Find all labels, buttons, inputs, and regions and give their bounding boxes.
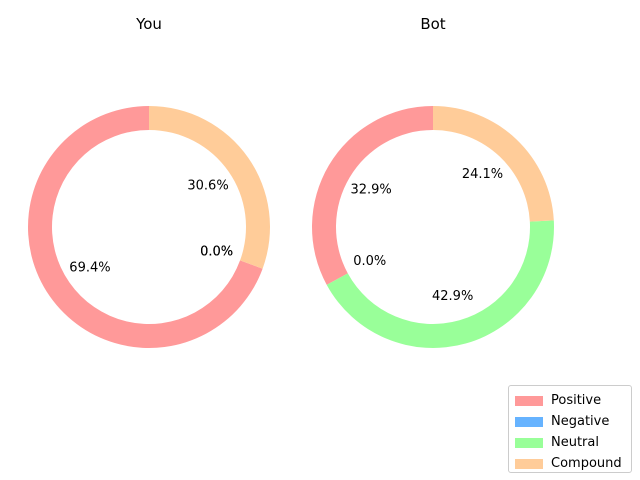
legend-swatch-positive: [515, 395, 543, 406]
wedge-compound: [149, 106, 270, 269]
legend-swatch-neutral: [515, 437, 543, 448]
data-label-negative: 0.0%: [353, 254, 386, 269]
data-label-negative: 0.0%: [200, 244, 233, 259]
donut-chart-bot: Bot 32.9% 0.0% 42.9% 24.1%: [312, 15, 555, 348]
data-label-positive: 32.9%: [350, 183, 391, 198]
data-label-compound: 24.1%: [462, 167, 503, 182]
chart-legend: Positive Negative Neutral Compound: [508, 385, 632, 473]
data-label-neutral: 42.9%: [432, 289, 473, 304]
wedge-neutral: [326, 220, 555, 348]
data-label-positive: 69.4%: [69, 261, 110, 276]
legend-label-negative: Negative: [551, 414, 610, 429]
chart-title-bot: Bot: [420, 15, 445, 33]
wedge-compound: [433, 106, 554, 222]
legend-swatch-negative: [515, 416, 543, 427]
legend-label-positive: Positive: [551, 393, 602, 408]
chart-title-you: You: [135, 15, 162, 33]
legend-label-compound: Compound: [551, 456, 622, 471]
legend-item-positive: Positive: [515, 390, 625, 411]
legend-item-neutral: Neutral: [515, 432, 625, 453]
donut-chart-you: You 69.4%0.0%0.0%30.6%: [27, 15, 270, 349]
wedge-positive: [312, 106, 433, 285]
legend-item-compound: Compound: [515, 453, 625, 474]
data-label-compound: 30.6%: [187, 178, 228, 193]
legend-item-negative: Negative: [515, 411, 625, 432]
data-label-neutral: 0.0%: [200, 244, 233, 259]
legend-swatch-compound: [515, 458, 543, 469]
legend-label-neutral: Neutral: [551, 435, 599, 450]
